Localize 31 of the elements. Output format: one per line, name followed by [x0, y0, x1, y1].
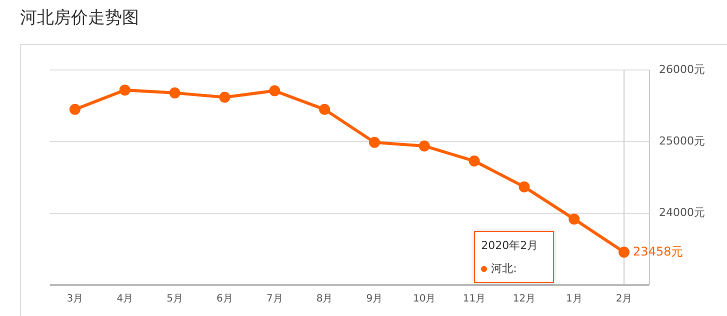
point — [169, 87, 180, 98]
annotation: 2020年2月 — [481, 238, 540, 253]
x-tick-label: 2月 — [616, 294, 632, 305]
point — [468, 156, 480, 167]
point — [368, 136, 380, 148]
x-tick-label: 10月 — [413, 294, 436, 305]
point — [568, 214, 580, 225]
point — [69, 104, 80, 115]
x-tick-label: 5月 — [166, 294, 183, 305]
x-tick-label: 12月 — [512, 294, 536, 305]
y-tick-label: 26000元 — [659, 62, 706, 76]
x-tick-label: 9月 — [366, 294, 383, 305]
point — [269, 85, 280, 96]
y-tick-label: 24000元 — [659, 206, 706, 220]
x-tick-label: 11月 — [462, 294, 486, 305]
point — [319, 104, 330, 115]
x-tick-label: 1月 — [566, 294, 582, 305]
data-label: 23458元 — [633, 244, 684, 258]
point — [618, 246, 630, 258]
point — [119, 84, 130, 96]
x-tick-label: 7月 — [266, 294, 283, 305]
chart-title: 河北房价走势图 — [20, 7, 139, 29]
point — [219, 92, 230, 103]
x-tick-label: 4月 — [116, 294, 134, 305]
x-tick-label: 6月 — [216, 294, 233, 305]
point — [518, 181, 530, 192]
x-tick-label: 8月 — [316, 294, 333, 305]
legend-label: 河北: — [491, 261, 517, 276]
y-tick-label: 25000元 — [659, 134, 706, 148]
point — [418, 140, 430, 152]
x-tick-label: 3月 — [66, 294, 84, 305]
